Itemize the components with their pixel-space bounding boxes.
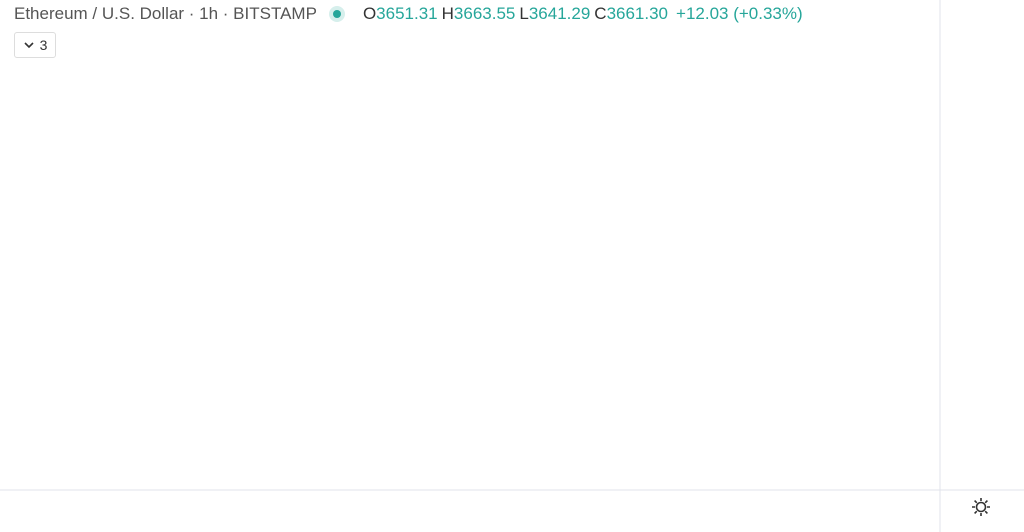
change: +12.03 (+0.33%) (676, 4, 803, 23)
settings-icon[interactable] (972, 498, 990, 516)
legend-header: Ethereum / U.S. Dollar · 1h · BITSTAMP O… (14, 4, 803, 24)
field-value: 3663.55 (453, 4, 516, 23)
indicator-toggle[interactable]: 3 (14, 32, 56, 58)
gear-teeth[interactable] (972, 498, 990, 516)
field-label: O (362, 4, 377, 23)
indicator-count[interactable]: 3 (39, 37, 48, 53)
field-value: 3661.30 (606, 4, 669, 23)
field-value: 3651.31 (376, 4, 438, 23)
symbol-title: Ethereum / U.S. Dollar · 1h · BITSTAMP (14, 4, 317, 23)
field-label: C (594, 4, 607, 23)
field-label: H (441, 4, 454, 23)
chevron-icon[interactable] (23, 40, 35, 50)
field-value: 3641.29 (528, 4, 591, 23)
field-label: L (519, 4, 529, 23)
gear-center[interactable] (975, 501, 987, 513)
status-dot (328, 6, 345, 22)
